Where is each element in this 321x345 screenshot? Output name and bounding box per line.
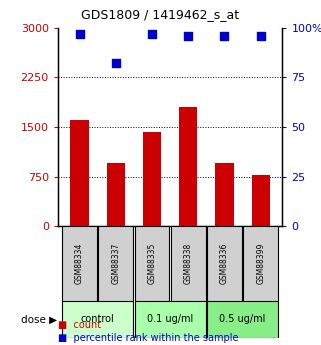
Text: GSM88337: GSM88337: [111, 243, 120, 284]
Text: 0.5 ug/ml: 0.5 ug/ml: [220, 315, 266, 324]
FancyBboxPatch shape: [134, 301, 206, 338]
Bar: [252, 175, 270, 226]
FancyBboxPatch shape: [134, 226, 169, 301]
Bar: [215, 164, 234, 226]
Point: [150, 31, 155, 36]
Text: GSM88334: GSM88334: [75, 243, 84, 284]
Text: GSM88399: GSM88399: [256, 243, 265, 284]
Text: ■  percentile rank within the sample: ■ percentile rank within the sample: [58, 333, 238, 343]
Point: [222, 33, 227, 38]
FancyBboxPatch shape: [207, 301, 278, 338]
Bar: [107, 164, 125, 226]
FancyBboxPatch shape: [171, 226, 206, 301]
Text: GSM88335: GSM88335: [148, 243, 157, 284]
Text: GSM88336: GSM88336: [220, 243, 229, 284]
Point: [186, 33, 191, 38]
FancyBboxPatch shape: [62, 226, 97, 301]
Text: control: control: [81, 315, 115, 324]
FancyBboxPatch shape: [243, 226, 278, 301]
Bar: [71, 120, 89, 226]
Text: GSM88338: GSM88338: [184, 243, 193, 284]
Bar: [143, 131, 161, 226]
Text: 0.1 ug/ml: 0.1 ug/ml: [147, 315, 193, 324]
Point: [113, 61, 118, 66]
FancyBboxPatch shape: [207, 226, 242, 301]
Point: [258, 33, 263, 38]
Text: ■  count: ■ count: [58, 320, 101, 330]
FancyBboxPatch shape: [98, 226, 133, 301]
Text: dose ▶: dose ▶: [21, 315, 57, 324]
Bar: [179, 107, 197, 226]
Point: [77, 31, 82, 36]
FancyBboxPatch shape: [62, 301, 133, 338]
Text: GDS1809 / 1419462_s_at: GDS1809 / 1419462_s_at: [82, 8, 239, 21]
